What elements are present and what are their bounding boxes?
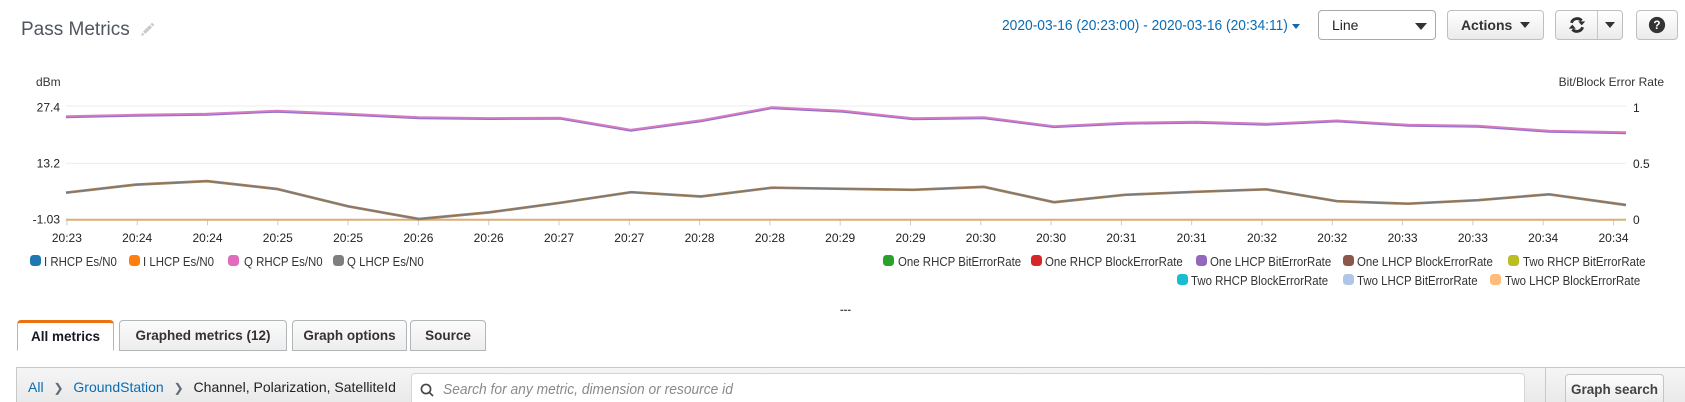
svg-text:0.5: 0.5 [1633, 157, 1650, 171]
svg-text:20:25: 20:25 [333, 231, 363, 245]
svg-text:0: 0 [1633, 213, 1640, 227]
svg-text:1: 1 [1633, 101, 1640, 115]
svg-text:20:28: 20:28 [685, 231, 715, 245]
svg-text:20:25: 20:25 [263, 231, 293, 245]
svg-text:20:26: 20:26 [474, 231, 504, 245]
svg-text:20:31: 20:31 [1106, 231, 1136, 245]
svg-text:13.2: 13.2 [37, 156, 61, 170]
svg-text:20:32: 20:32 [1317, 231, 1347, 245]
svg-text:20:30: 20:30 [966, 231, 996, 245]
svg-text:20:31: 20:31 [1177, 231, 1207, 245]
svg-text:dBm: dBm [36, 75, 61, 89]
svg-text:?: ? [1653, 19, 1660, 32]
svg-text:20:34: 20:34 [1528, 231, 1558, 245]
svg-text:20:30: 20:30 [1036, 231, 1066, 245]
svg-text:20:24: 20:24 [122, 231, 152, 245]
svg-text:20:29: 20:29 [895, 231, 925, 245]
svg-text:20:26: 20:26 [403, 231, 433, 245]
svg-text:20:27: 20:27 [544, 231, 574, 245]
svg-text:20:27: 20:27 [614, 231, 644, 245]
svg-text:20:28: 20:28 [755, 231, 785, 245]
svg-text:-1.03: -1.03 [33, 212, 61, 226]
svg-text:20:23: 20:23 [52, 231, 82, 245]
svg-text:27.4: 27.4 [37, 101, 61, 115]
svg-text:20:24: 20:24 [192, 231, 222, 245]
svg-text:20:34: 20:34 [1598, 231, 1628, 245]
svg-text:20:32: 20:32 [1247, 231, 1277, 245]
svg-text:20:29: 20:29 [825, 231, 855, 245]
svg-text:Bit/Block Error Rate: Bit/Block Error Rate [1559, 75, 1665, 89]
svg-text:20:33: 20:33 [1388, 231, 1418, 245]
svg-text:20:33: 20:33 [1458, 231, 1488, 245]
